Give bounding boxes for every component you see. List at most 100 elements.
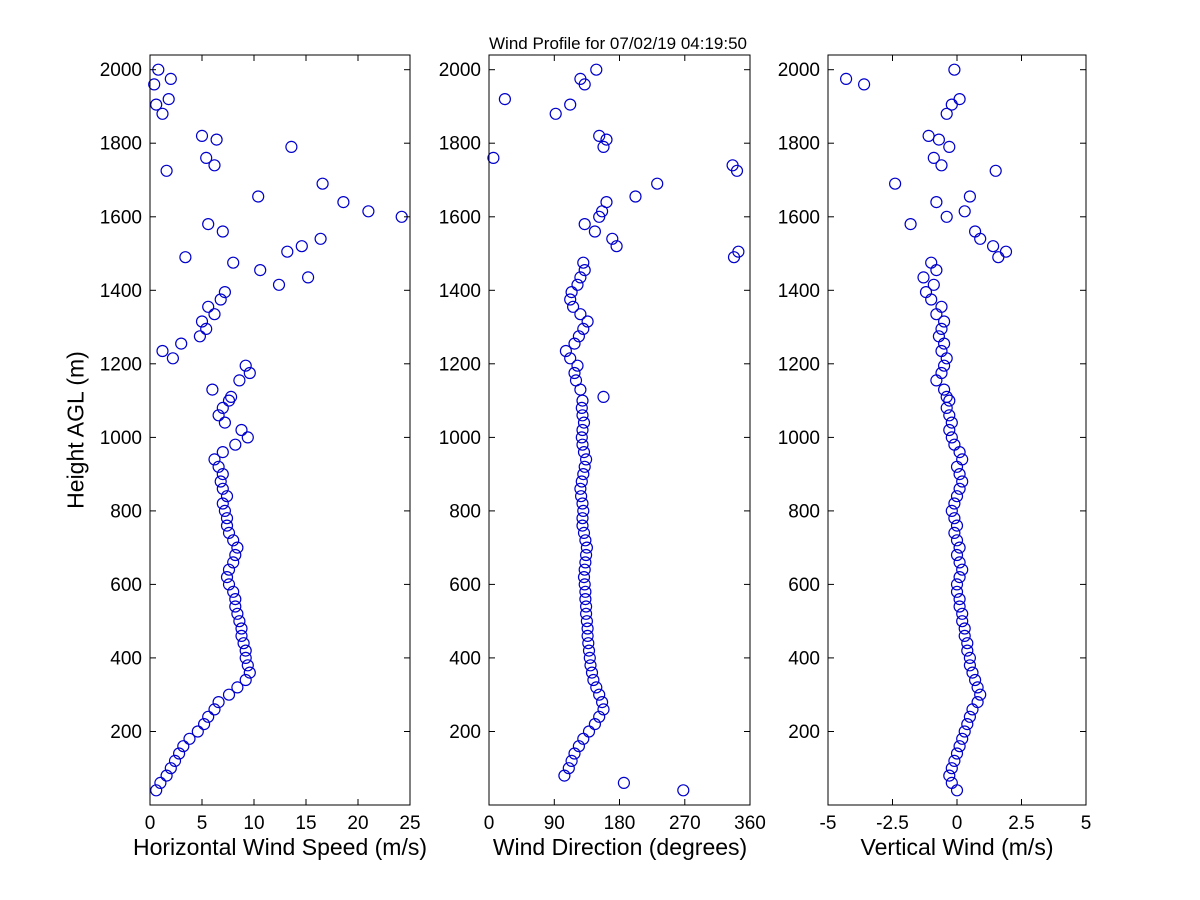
data-point <box>935 300 948 313</box>
data-point <box>950 519 964 532</box>
data-point <box>568 337 581 350</box>
y-tick-label: 1600 <box>439 207 481 228</box>
data-point <box>953 446 966 459</box>
data-point <box>839 72 853 86</box>
data-point <box>950 578 964 591</box>
data-point <box>953 592 966 606</box>
data-point <box>227 256 240 269</box>
data-point <box>241 431 254 444</box>
data-point <box>285 140 298 153</box>
data-point <box>590 681 603 694</box>
data-point <box>162 92 175 106</box>
data-point <box>218 504 231 517</box>
x-axis-label-wind-direction: Wind Direction (degrees) <box>492 834 748 860</box>
x-tick-label: 25 <box>399 813 420 834</box>
data-point <box>966 666 979 679</box>
data-point <box>579 453 593 466</box>
data-point <box>922 129 935 142</box>
y-tick-label: 1600 <box>100 207 142 228</box>
x-tick-label: -2.5 <box>876 813 909 834</box>
data-point <box>212 460 225 473</box>
data-point <box>200 151 213 164</box>
x-tick-label: 0 <box>484 813 495 834</box>
data-point <box>222 578 236 591</box>
data-point <box>948 497 961 510</box>
data-point <box>950 460 964 473</box>
x-tick-label: 5 <box>197 813 208 834</box>
x-tick-label: 90 <box>544 813 565 834</box>
data-point <box>208 159 221 172</box>
data-point <box>932 330 946 343</box>
data-point <box>610 240 623 253</box>
data-point <box>229 592 242 606</box>
y-tick-label: 800 <box>788 501 820 522</box>
data-point <box>606 232 619 245</box>
y-tick-label: 2000 <box>100 60 142 81</box>
data-point <box>971 695 984 709</box>
data-point <box>930 264 943 277</box>
data-point <box>220 490 234 503</box>
data-point <box>937 337 951 350</box>
data-point <box>930 196 943 209</box>
data-point <box>953 482 966 495</box>
x-tick-label: 360 <box>734 813 766 834</box>
data-point <box>148 78 161 91</box>
data-point <box>629 190 642 203</box>
data-point <box>953 740 966 753</box>
data-point <box>231 541 244 554</box>
data-point <box>961 637 974 650</box>
data-point <box>235 622 248 635</box>
data-point <box>577 570 591 584</box>
data-point <box>992 251 1005 264</box>
data-point <box>231 607 244 620</box>
data-point <box>948 526 961 540</box>
data-point <box>945 416 958 429</box>
data-point <box>362 205 375 218</box>
data-point <box>579 585 592 598</box>
data-point <box>168 754 182 768</box>
y-tick-label: 400 <box>449 648 481 669</box>
data-point <box>239 651 252 665</box>
data-point <box>574 271 587 284</box>
data-point <box>956 563 969 576</box>
data-point <box>571 278 584 291</box>
data-point <box>600 133 613 146</box>
data-point <box>150 784 163 797</box>
data-point <box>575 401 588 414</box>
data-point <box>966 703 979 716</box>
data-point <box>566 300 580 313</box>
data-point <box>582 725 596 738</box>
data-point <box>229 438 242 451</box>
axes-box <box>827 54 1087 806</box>
data-point <box>580 541 594 554</box>
data-point <box>565 754 578 768</box>
y-tick-label: 2000 <box>778 60 820 81</box>
data-point <box>568 747 581 760</box>
data-point <box>935 322 948 335</box>
data-point <box>958 725 971 738</box>
data-point <box>940 210 953 223</box>
data-point <box>214 293 227 306</box>
data-point <box>575 431 588 444</box>
subplot-vertical: -5 -2.5 0 2.5 5 200 400 600 800 1000 1200 1400 1600 1… <box>778 54 1091 834</box>
data-point <box>585 666 599 679</box>
data-point <box>191 725 204 738</box>
data-point <box>498 92 511 106</box>
x-tick-label: 270 <box>669 813 701 834</box>
y-tick-label: 1200 <box>778 354 820 375</box>
data-point <box>583 651 596 665</box>
data-point <box>154 776 167 790</box>
y-tick-label: 1000 <box>100 428 142 449</box>
data-point <box>239 673 252 687</box>
data-point <box>578 460 591 473</box>
data-point <box>222 563 236 576</box>
data-point <box>956 475 969 488</box>
data-point <box>943 423 956 437</box>
data-point <box>579 556 592 569</box>
data-point <box>919 286 933 299</box>
data-point <box>214 475 227 488</box>
y-tick-label: 600 <box>449 575 481 596</box>
y-tick-label: 600 <box>110 575 142 596</box>
data-point <box>164 762 177 775</box>
